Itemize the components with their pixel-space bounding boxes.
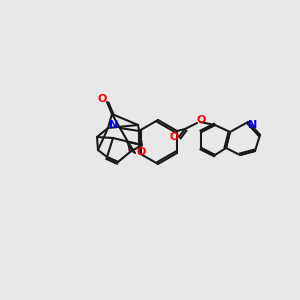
Text: O: O [169, 132, 179, 142]
Text: N: N [110, 120, 118, 130]
Text: O: O [136, 147, 146, 157]
Text: N: N [248, 120, 258, 130]
Text: O: O [97, 94, 107, 104]
Text: O: O [196, 115, 206, 125]
